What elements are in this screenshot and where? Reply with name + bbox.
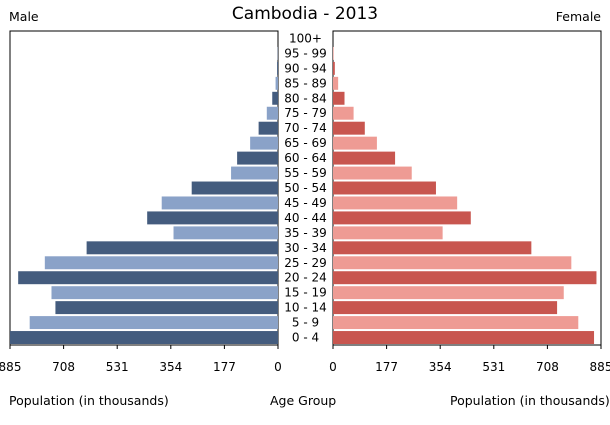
chart-title: Cambodia - 2013 [231, 4, 379, 24]
male-axis-title: Population (in thousands) [9, 393, 169, 408]
female-bar [333, 256, 572, 270]
male-bar [51, 286, 279, 300]
age-group-label: 45 - 49 [284, 196, 327, 210]
male-bar [18, 271, 279, 285]
age-group-label: 30 - 34 [284, 241, 327, 255]
female-bar [333, 211, 471, 225]
female-bar [333, 121, 365, 135]
female-bar [333, 76, 339, 90]
female-tick-label: 177 [375, 360, 398, 374]
male-label: Male [9, 9, 39, 24]
age-group-label: 100+ [289, 31, 322, 45]
male-bar [237, 151, 278, 165]
age-group-label: 50 - 54 [284, 181, 327, 195]
female-bar [333, 166, 412, 180]
female-tick-label: 354 [429, 360, 452, 374]
male-tick-label: 708 [52, 360, 75, 374]
female-bar [333, 136, 377, 150]
age-group-label: 90 - 94 [284, 61, 327, 75]
male-bar [44, 256, 278, 270]
female-label: Female [555, 9, 601, 24]
male-bar [86, 241, 279, 255]
male-bar [275, 76, 278, 90]
male-tick-label: 177 [213, 360, 236, 374]
age-group-label: 60 - 64 [284, 151, 327, 165]
age-group-label: 25 - 29 [284, 256, 327, 270]
female-bar [333, 91, 345, 105]
male-bar [272, 91, 278, 105]
female-tick-label: 885 [590, 360, 610, 374]
male-bar [250, 136, 278, 150]
female-bar [333, 331, 595, 344]
female-bar [333, 286, 564, 300]
female-tick-label: 0 [329, 360, 337, 374]
male-bar [10, 331, 278, 344]
male-tick-label: 531 [106, 360, 129, 374]
female-bar [333, 196, 458, 210]
female-bar [333, 46, 334, 60]
male-tick-label: 0 [274, 360, 282, 374]
male-bar [231, 166, 278, 180]
age-group-label: 0 - 4 [292, 331, 319, 345]
age-group-label: 40 - 44 [284, 211, 327, 225]
female-bar [333, 301, 558, 315]
male-bar [161, 196, 278, 210]
female-bar [333, 241, 532, 255]
female-bar [333, 106, 354, 120]
age-group-label: 95 - 99 [284, 46, 327, 60]
age-group-label: 55 - 59 [284, 166, 327, 180]
male-bar [258, 121, 278, 135]
male-tick-label: 885 [0, 360, 21, 374]
age-group-label: 80 - 84 [284, 91, 327, 105]
age-group-label: 85 - 89 [284, 76, 327, 90]
male-bar [147, 211, 278, 225]
age-group-label: 15 - 19 [284, 286, 327, 300]
male-bar [277, 61, 278, 75]
female-axis-title: Population (in thousands) [450, 393, 610, 408]
male-bar [29, 316, 278, 330]
age-group-label: 35 - 39 [284, 226, 327, 240]
female-bar [333, 151, 396, 165]
female-bar [333, 316, 579, 330]
age-axis-title: Age Group [270, 393, 337, 408]
female-bar [333, 226, 443, 240]
age-group-label: 20 - 24 [284, 271, 327, 285]
male-bar [266, 106, 278, 120]
male-bar [191, 181, 278, 195]
age-group-label: 5 - 9 [292, 316, 319, 330]
age-group-label: 10 - 14 [284, 301, 327, 315]
male-bar [173, 226, 278, 240]
female-tick-label: 531 [482, 360, 505, 374]
age-group-label: 70 - 74 [284, 121, 327, 135]
age-group-label: 65 - 69 [284, 136, 327, 150]
male-tick-label: 354 [159, 360, 182, 374]
female-tick-label: 708 [536, 360, 559, 374]
female-bar [333, 271, 597, 285]
age-group-label: 75 - 79 [284, 106, 327, 120]
female-bar [333, 181, 436, 195]
male-bar [55, 301, 278, 315]
female-bar [333, 61, 335, 75]
